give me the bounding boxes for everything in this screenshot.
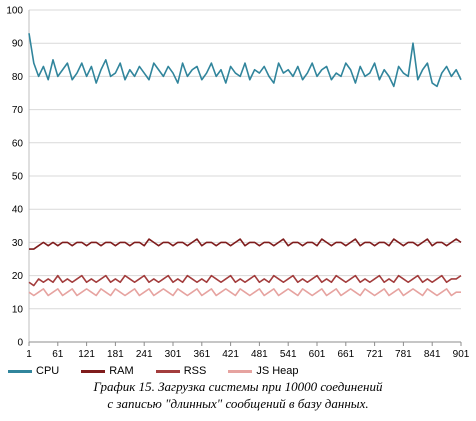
y-axis-tick-labels: 0 10 20 30 40 50 60 70 80 90 100 — [6, 6, 23, 349]
x-tick-label-781: 781 — [395, 349, 412, 360]
x-tick-label-61: 61 — [52, 349, 64, 360]
legend-item-ram: RAM — [81, 365, 134, 377]
x-tick-label-1: 1 — [26, 349, 32, 360]
y-tick-label-100: 100 — [6, 6, 23, 17]
x-tick-label-901: 901 — [453, 349, 470, 360]
chart: 0 10 20 30 40 50 60 70 80 90 100 1 61 121 181 241 301 36… — [6, 6, 470, 361]
x-tick-label-661: 661 — [337, 349, 354, 360]
series-line-rss — [28, 274, 462, 287]
y-tick-label-10: 10 — [12, 304, 24, 315]
legend-item-rss: RSS — [155, 365, 207, 377]
legend-label: CPU — [36, 365, 60, 377]
legend-swatch — [81, 369, 106, 373]
y-tick-label-60: 60 — [12, 138, 24, 149]
x-tick-label-721: 721 — [366, 349, 383, 360]
figure-caption: График 15. Загрузка системы при 10000 со… — [0, 378, 476, 412]
legend-label: RAM — [109, 365, 134, 377]
legend-label: JS Heap — [256, 365, 299, 377]
y-tick-label-90: 90 — [12, 39, 24, 50]
y-tick-label-50: 50 — [12, 172, 24, 183]
x-tick-label-121: 121 — [78, 349, 95, 360]
legend: CPU RAM RSS JS Heap — [8, 365, 299, 377]
series-line-cpu — [28, 33, 462, 88]
series-line-ram — [29, 238, 462, 250]
x-tick-label-181: 181 — [107, 349, 124, 360]
x-tick-label-241: 241 — [136, 349, 153, 360]
x-tick-label-301: 301 — [165, 349, 182, 360]
x-tick-label-361: 361 — [193, 349, 210, 360]
x-tick-label-601: 601 — [309, 349, 326, 360]
x-tick-label-541: 541 — [280, 349, 297, 360]
legend-item-cpu: CPU — [8, 365, 59, 377]
legend-swatch — [228, 369, 253, 373]
y-tick-label-40: 40 — [12, 205, 24, 216]
legend-swatch — [155, 369, 180, 373]
legend-item-js-heap: JS Heap — [228, 365, 299, 377]
caption-line-1: График 15. Загрузка системы при 10000 со… — [93, 379, 383, 394]
series-lines — [28, 33, 462, 297]
y-tick-label-20: 20 — [12, 271, 24, 282]
x-tick-label-481: 481 — [251, 349, 268, 360]
y-tick-label-30: 30 — [12, 238, 24, 249]
x-tick-label-421: 421 — [222, 349, 239, 360]
series-line-js-heap — [28, 288, 461, 297]
gridlines — [28, 9, 461, 343]
x-tick-label-841: 841 — [424, 349, 441, 360]
x-axis-tick-labels: 1 61 121 181 241 301 361 421 481 541 601 661 721 781 8… — [26, 342, 470, 360]
legend-label: RSS — [183, 365, 207, 377]
y-tick-label-0: 0 — [17, 338, 23, 349]
y-tick-label-80: 80 — [12, 72, 24, 83]
y-tick-label-70: 70 — [12, 105, 24, 116]
legend-swatch — [8, 369, 32, 373]
caption-line-2: с записью "длинных" сообщений в базу дан… — [107, 396, 369, 411]
